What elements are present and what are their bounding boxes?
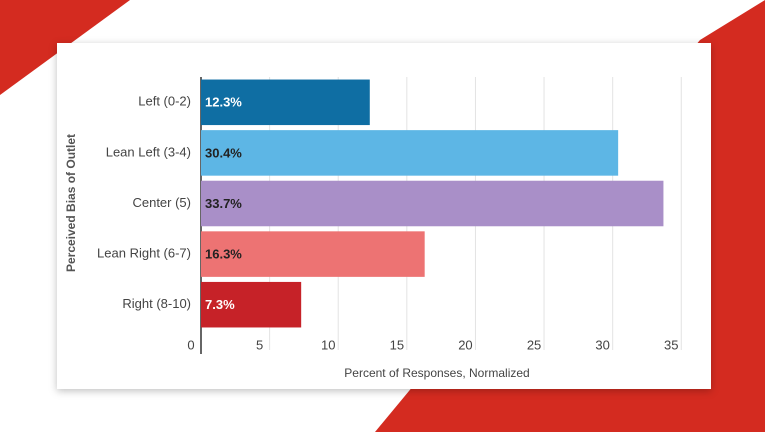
bar xyxy=(201,130,619,176)
x-tick-label: 10 xyxy=(321,337,335,352)
x-axis-title: Percent of Responses, Normalized xyxy=(344,366,529,380)
bar xyxy=(201,231,425,277)
x-tick-label: 30 xyxy=(595,337,609,352)
y-tick-label: Center (5) xyxy=(132,195,191,210)
bar xyxy=(201,281,302,328)
y-tick-label: Left (0-2) xyxy=(138,94,191,109)
y-axis-title: Perceived Bias of Outlet xyxy=(64,134,78,272)
y-tick-label: Lean Right (6-7) xyxy=(97,246,191,261)
x-tick-label: 20 xyxy=(458,337,472,352)
value-label: 12.3% xyxy=(205,95,242,110)
x-tick-label: 5 xyxy=(256,337,263,352)
x-tick-label: 35 xyxy=(664,337,678,352)
x-tick-label: 0 xyxy=(187,337,194,352)
value-label: 7.3% xyxy=(205,297,235,312)
value-label: 16.3% xyxy=(205,247,242,262)
y-tick-label: Right (8-10) xyxy=(122,296,191,311)
bar xyxy=(201,180,664,227)
value-label: 33.7% xyxy=(205,196,242,211)
value-label: 30.4% xyxy=(205,145,242,160)
y-tick-label: Lean Left (3-4) xyxy=(106,144,191,159)
bar xyxy=(201,79,370,126)
x-tick-label: 15 xyxy=(390,337,404,352)
x-tick-label: 25 xyxy=(527,337,541,352)
